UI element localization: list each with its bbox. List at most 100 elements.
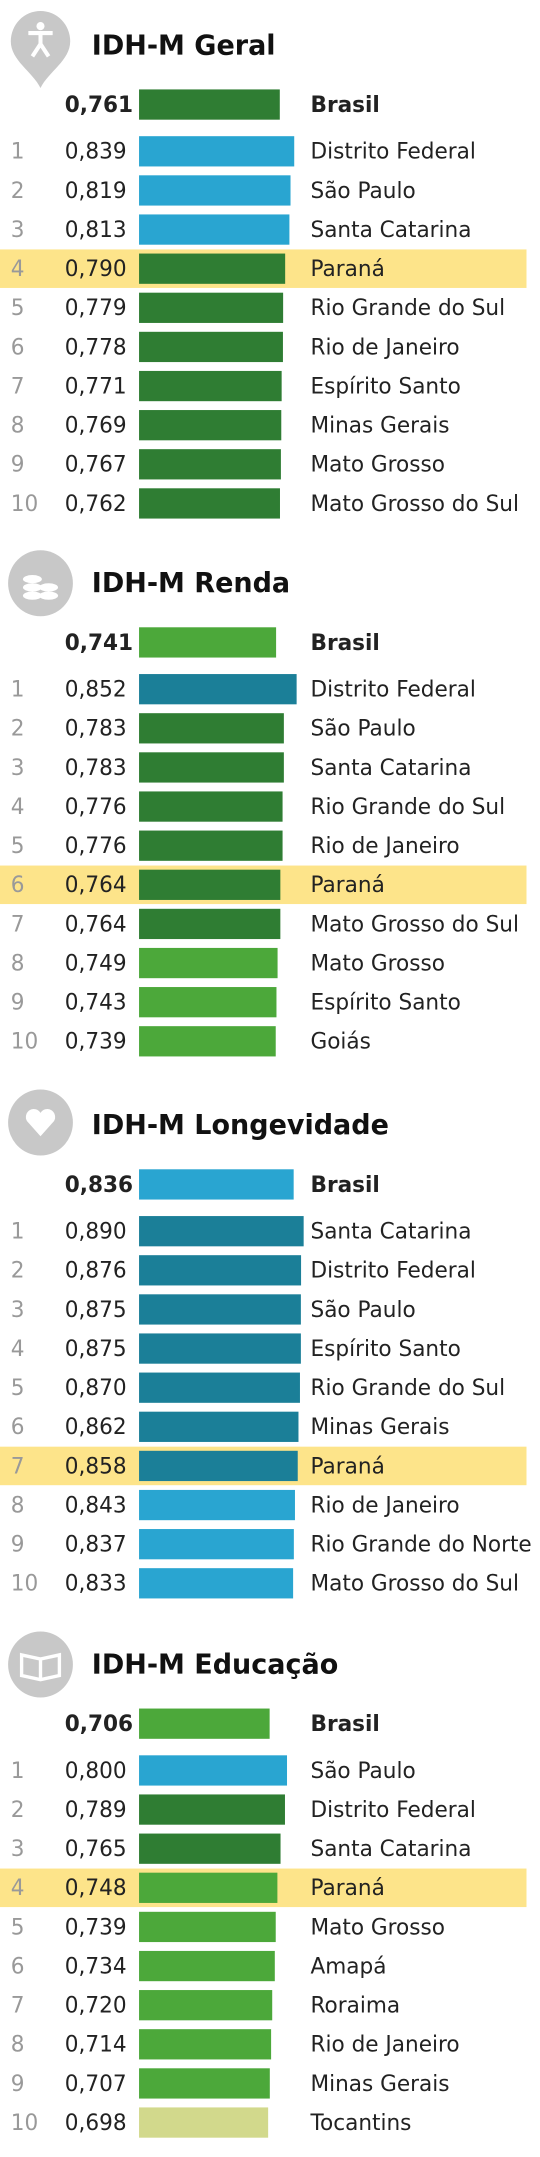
bar [139, 175, 291, 206]
value-label: 0,764 [65, 873, 127, 898]
rank: 8 [11, 2033, 25, 2058]
value-label: 0,720 [65, 1993, 127, 2018]
bar [139, 908, 281, 940]
category-label: Distrito Federal [311, 1259, 476, 1284]
bar [139, 89, 280, 120]
rank: 1 [11, 140, 25, 165]
section-title: IDH-M Educação [92, 1649, 338, 1680]
value-label: 0,836 [65, 1173, 133, 1198]
value-label: 0,813 [65, 218, 127, 243]
value-label: 0,739 [65, 1915, 127, 1940]
rank: 2 [11, 1798, 25, 1823]
value-label: 0,870 [65, 1376, 127, 1401]
bar [139, 1568, 294, 1599]
category-label: Distrito Federal [311, 140, 476, 165]
bar [139, 370, 282, 402]
rank: 8 [11, 951, 25, 976]
category-label: Santa Catarina [311, 1219, 472, 1244]
icon-renda [8, 550, 73, 617]
category-label: Santa Catarina [311, 756, 472, 781]
value-label: 0,749 [65, 951, 127, 976]
bar [139, 292, 284, 323]
bar [139, 1833, 281, 1864]
category-label: Brasil [311, 1712, 380, 1737]
category-label: Mato Grosso do Sul [311, 492, 519, 517]
category-label: Minas Gerais [311, 1415, 450, 1440]
value-label: 0,743 [65, 990, 127, 1015]
value-label: 0,734 [65, 1954, 127, 1979]
category-label: Rio Grande do Norte [311, 1532, 532, 1557]
bar [139, 1294, 301, 1325]
value-label: 0,769 [65, 413, 127, 438]
value-label: 0,776 [65, 795, 127, 820]
value-label: 0,764 [65, 912, 127, 937]
category-label: Paraná [311, 1876, 385, 1901]
value-label: 0,876 [65, 1259, 127, 1284]
bar [139, 1169, 294, 1200]
rank: 9 [11, 2072, 25, 2097]
value-label: 0,739 [65, 1030, 127, 1055]
rank: 2 [11, 1259, 25, 1284]
bar [139, 253, 286, 284]
bar [139, 2068, 270, 2099]
bar [139, 331, 283, 363]
category-label: São Paulo [311, 1298, 416, 1323]
category-label: Rio Grande do Sul [311, 1376, 506, 1401]
value-label: 0,819 [65, 179, 127, 204]
rank: 9 [11, 453, 25, 478]
rank: 8 [11, 413, 25, 438]
rank: 9 [11, 990, 25, 1015]
rank: 6 [11, 1415, 25, 1440]
category-label: São Paulo [311, 717, 416, 742]
bar [139, 1411, 299, 1442]
category-label: Mato Grosso do Sul [311, 1572, 519, 1597]
bar [139, 752, 284, 783]
category-label: Brasil [311, 93, 380, 118]
value-label: 0,833 [65, 1572, 127, 1597]
category-label: Espírito Santo [311, 374, 461, 399]
category-label: Brasil [311, 1173, 380, 1198]
rank: 10 [11, 1030, 38, 1055]
bar [139, 674, 297, 705]
bar [139, 987, 277, 1018]
bar [139, 1911, 276, 1943]
category-label: Mato Grosso do Sul [311, 912, 519, 937]
rank: 4 [11, 257, 25, 282]
value-label: 0,890 [65, 1219, 127, 1244]
icon-geral [10, 11, 71, 89]
rank: 10 [11, 492, 38, 517]
rank: 5 [11, 1915, 25, 1940]
value-label: 0,714 [65, 2033, 127, 2058]
rank: 10 [11, 2111, 38, 2136]
rank: 1 [11, 1759, 25, 1784]
value-label: 0,761 [65, 93, 133, 118]
bar [139, 1708, 270, 1739]
bar [139, 1216, 304, 1247]
rank: 2 [11, 179, 25, 204]
category-label: São Paulo [311, 1759, 416, 1784]
bar [139, 1794, 285, 1825]
bar [139, 1529, 294, 1560]
bar [139, 1372, 300, 1403]
rank: 3 [11, 756, 25, 781]
category-label: Minas Gerais [311, 2072, 450, 2097]
category-label: Rio Grande do Sul [311, 795, 506, 820]
bar [139, 713, 284, 744]
rank: 7 [11, 1993, 25, 2018]
bar [139, 1450, 298, 1482]
category-label: Brasil [311, 631, 380, 656]
value-label: 0,776 [65, 834, 127, 859]
value-label: 0,698 [65, 2111, 127, 2136]
value-label: 0,741 [65, 631, 133, 656]
rank: 9 [11, 1532, 25, 1557]
rank: 6 [11, 1954, 25, 1979]
bar [139, 627, 277, 658]
category-label: Mato Grosso [311, 1915, 445, 1940]
category-label: Minas Gerais [311, 413, 450, 438]
value-label: 0,875 [65, 1337, 127, 1362]
category-label: Rio de Janeiro [311, 2033, 460, 2058]
bar [139, 1990, 273, 2021]
bar [139, 488, 280, 519]
bar [139, 410, 282, 441]
rank: 3 [11, 218, 25, 243]
